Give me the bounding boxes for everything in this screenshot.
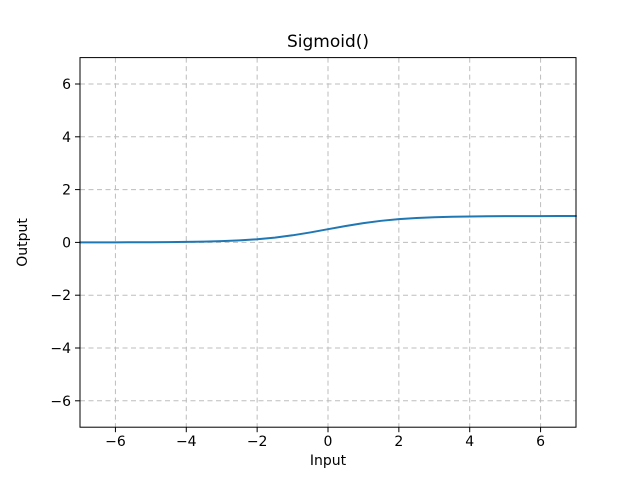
y-tick-label: 2 bbox=[62, 183, 71, 199]
y-tick-label: −4 bbox=[50, 341, 71, 357]
x-axis-label: Input bbox=[310, 453, 347, 469]
tick-layer: −6 −4 −2 0 2 4 6 −6 −4 −2 0 2 4 6 bbox=[50, 77, 545, 450]
x-tick-label: 0 bbox=[324, 434, 333, 450]
y-tick-label: 6 bbox=[62, 77, 71, 93]
sigmoid-curve bbox=[79, 215, 577, 244]
y-tick-label: 0 bbox=[62, 235, 71, 251]
x-tick-label: −2 bbox=[247, 434, 268, 450]
x-tick-label: 2 bbox=[394, 434, 403, 450]
y-tick-label: 4 bbox=[62, 130, 71, 146]
chart-title: Sigmoid() bbox=[287, 32, 369, 52]
x-tick-label: −4 bbox=[176, 434, 197, 450]
series-layer bbox=[79, 215, 577, 244]
grid-layer bbox=[80, 57, 576, 428]
y-axis-label: Output bbox=[15, 218, 31, 267]
y-tick-label: −6 bbox=[50, 394, 71, 410]
x-tick-label: −6 bbox=[105, 434, 126, 450]
y-tick-label: −2 bbox=[50, 288, 71, 304]
x-tick-label: 4 bbox=[465, 434, 474, 450]
x-tick-label: 6 bbox=[536, 434, 545, 450]
